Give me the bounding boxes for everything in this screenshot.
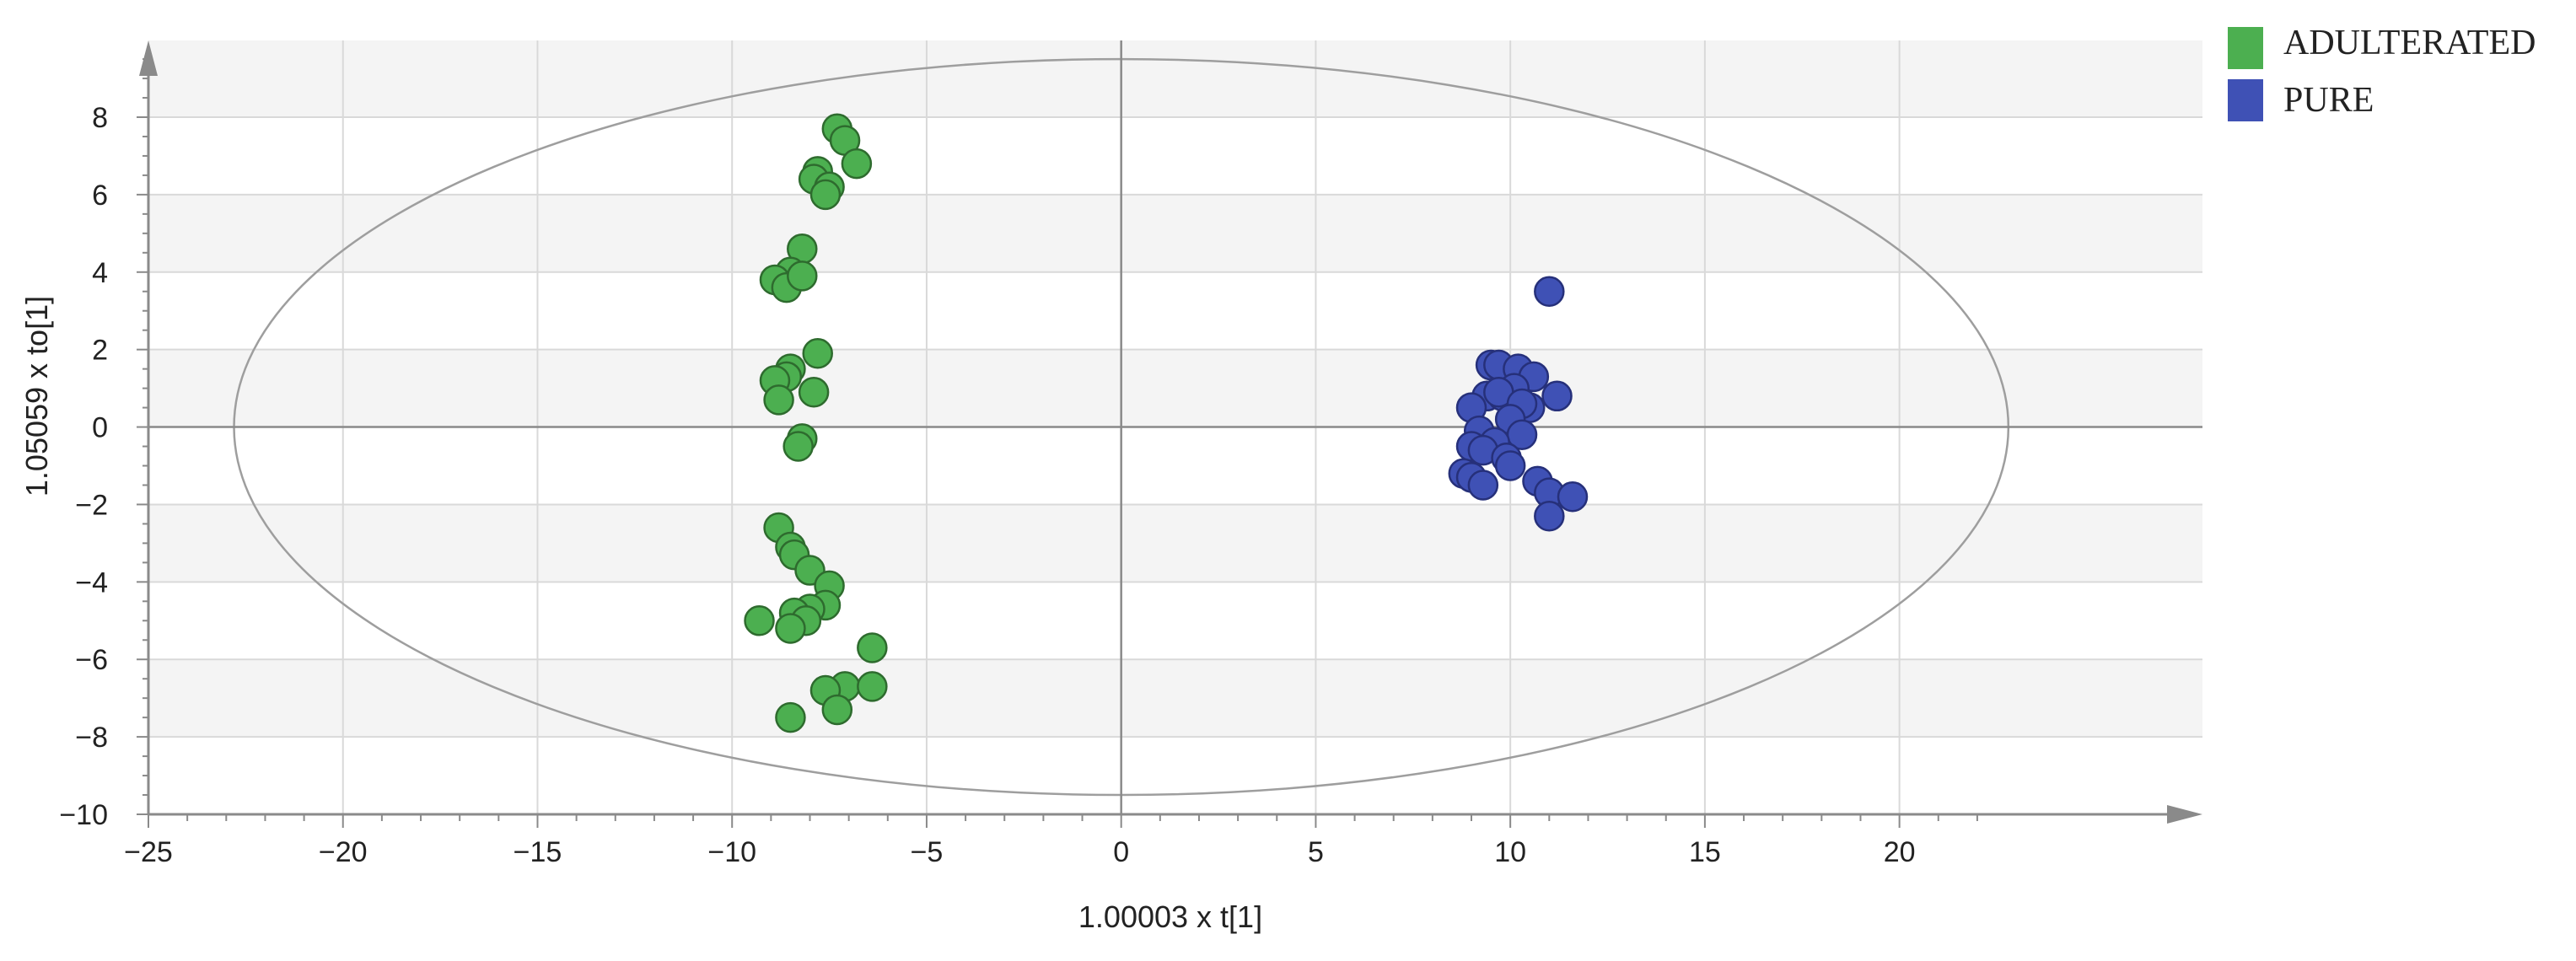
data-point-pure [1557,481,1589,513]
data-point-pure [1467,470,1499,501]
y-axis-title: 1.05059 x to[1] [19,296,54,497]
data-point-adulterated [763,384,794,416]
background-band [148,117,2202,195]
x-tick-label: −5 [911,836,944,868]
background-band [148,582,2202,660]
x-tick-label: 15 [1689,836,1721,868]
y-tick-label: 4 [92,257,108,289]
x-tick-label: −20 [319,836,368,868]
y-axis-arrow [139,40,158,76]
data-point-adulterated [809,179,842,211]
data-point-adulterated [787,260,818,292]
x-tick-label: −15 [514,836,562,868]
y-tick-label: 2 [92,335,108,367]
x-tick-label: 10 [1494,836,1526,868]
legend-label-pure: PURE [2283,81,2374,120]
data-point-pure [1534,276,1565,307]
y-tick-label: −6 [75,644,108,676]
y-tick-label: 0 [92,412,108,444]
data-point-adulterated [798,376,830,408]
y-tick-label: −4 [75,566,108,599]
x-tick-label: −25 [124,836,173,868]
data-point-adulterated [841,148,873,180]
data-point-pure [1541,380,1573,412]
axes [137,40,2202,828]
data-point-adulterated [821,694,853,726]
background-band [148,271,2202,350]
data-point-pure [1494,450,1526,481]
y-tick-label: 6 [92,180,108,212]
y-tick-label: −8 [75,722,108,754]
background-band [148,427,2202,505]
y-tick-label: −2 [75,489,108,521]
x-tick-label: 20 [1884,836,1916,868]
y-tick-label: 8 [92,102,108,134]
x-tick-label: −10 [707,836,756,868]
data-point-adulterated [775,701,806,733]
x-tick-label: 5 [1308,836,1324,868]
data-points [744,113,1589,733]
series-adulterated [744,113,888,733]
data-point-adulterated [857,671,888,702]
x-tick-label: 0 [1113,836,1129,868]
legend-swatch-pure [2228,79,2263,121]
legend-label-adulterated: ADULTERATED [2283,24,2536,62]
legend-swatch-adulterated [2228,27,2263,69]
data-point-adulterated [802,338,833,369]
data-point-adulterated [782,431,814,462]
x-axis-title: 1.00003 x t[1] [1078,899,1262,934]
x-axis-arrow [2167,805,2202,824]
background-band [148,737,2202,814]
legend: ADULTERATED PURE [2228,24,2536,121]
data-point-adulterated [775,613,806,644]
data-point-adulterated [744,605,775,636]
series-pure [1448,276,1589,532]
y-tick-label: −10 [59,799,108,831]
data-point-adulterated [857,632,888,663]
data-point-pure [1534,500,1565,532]
